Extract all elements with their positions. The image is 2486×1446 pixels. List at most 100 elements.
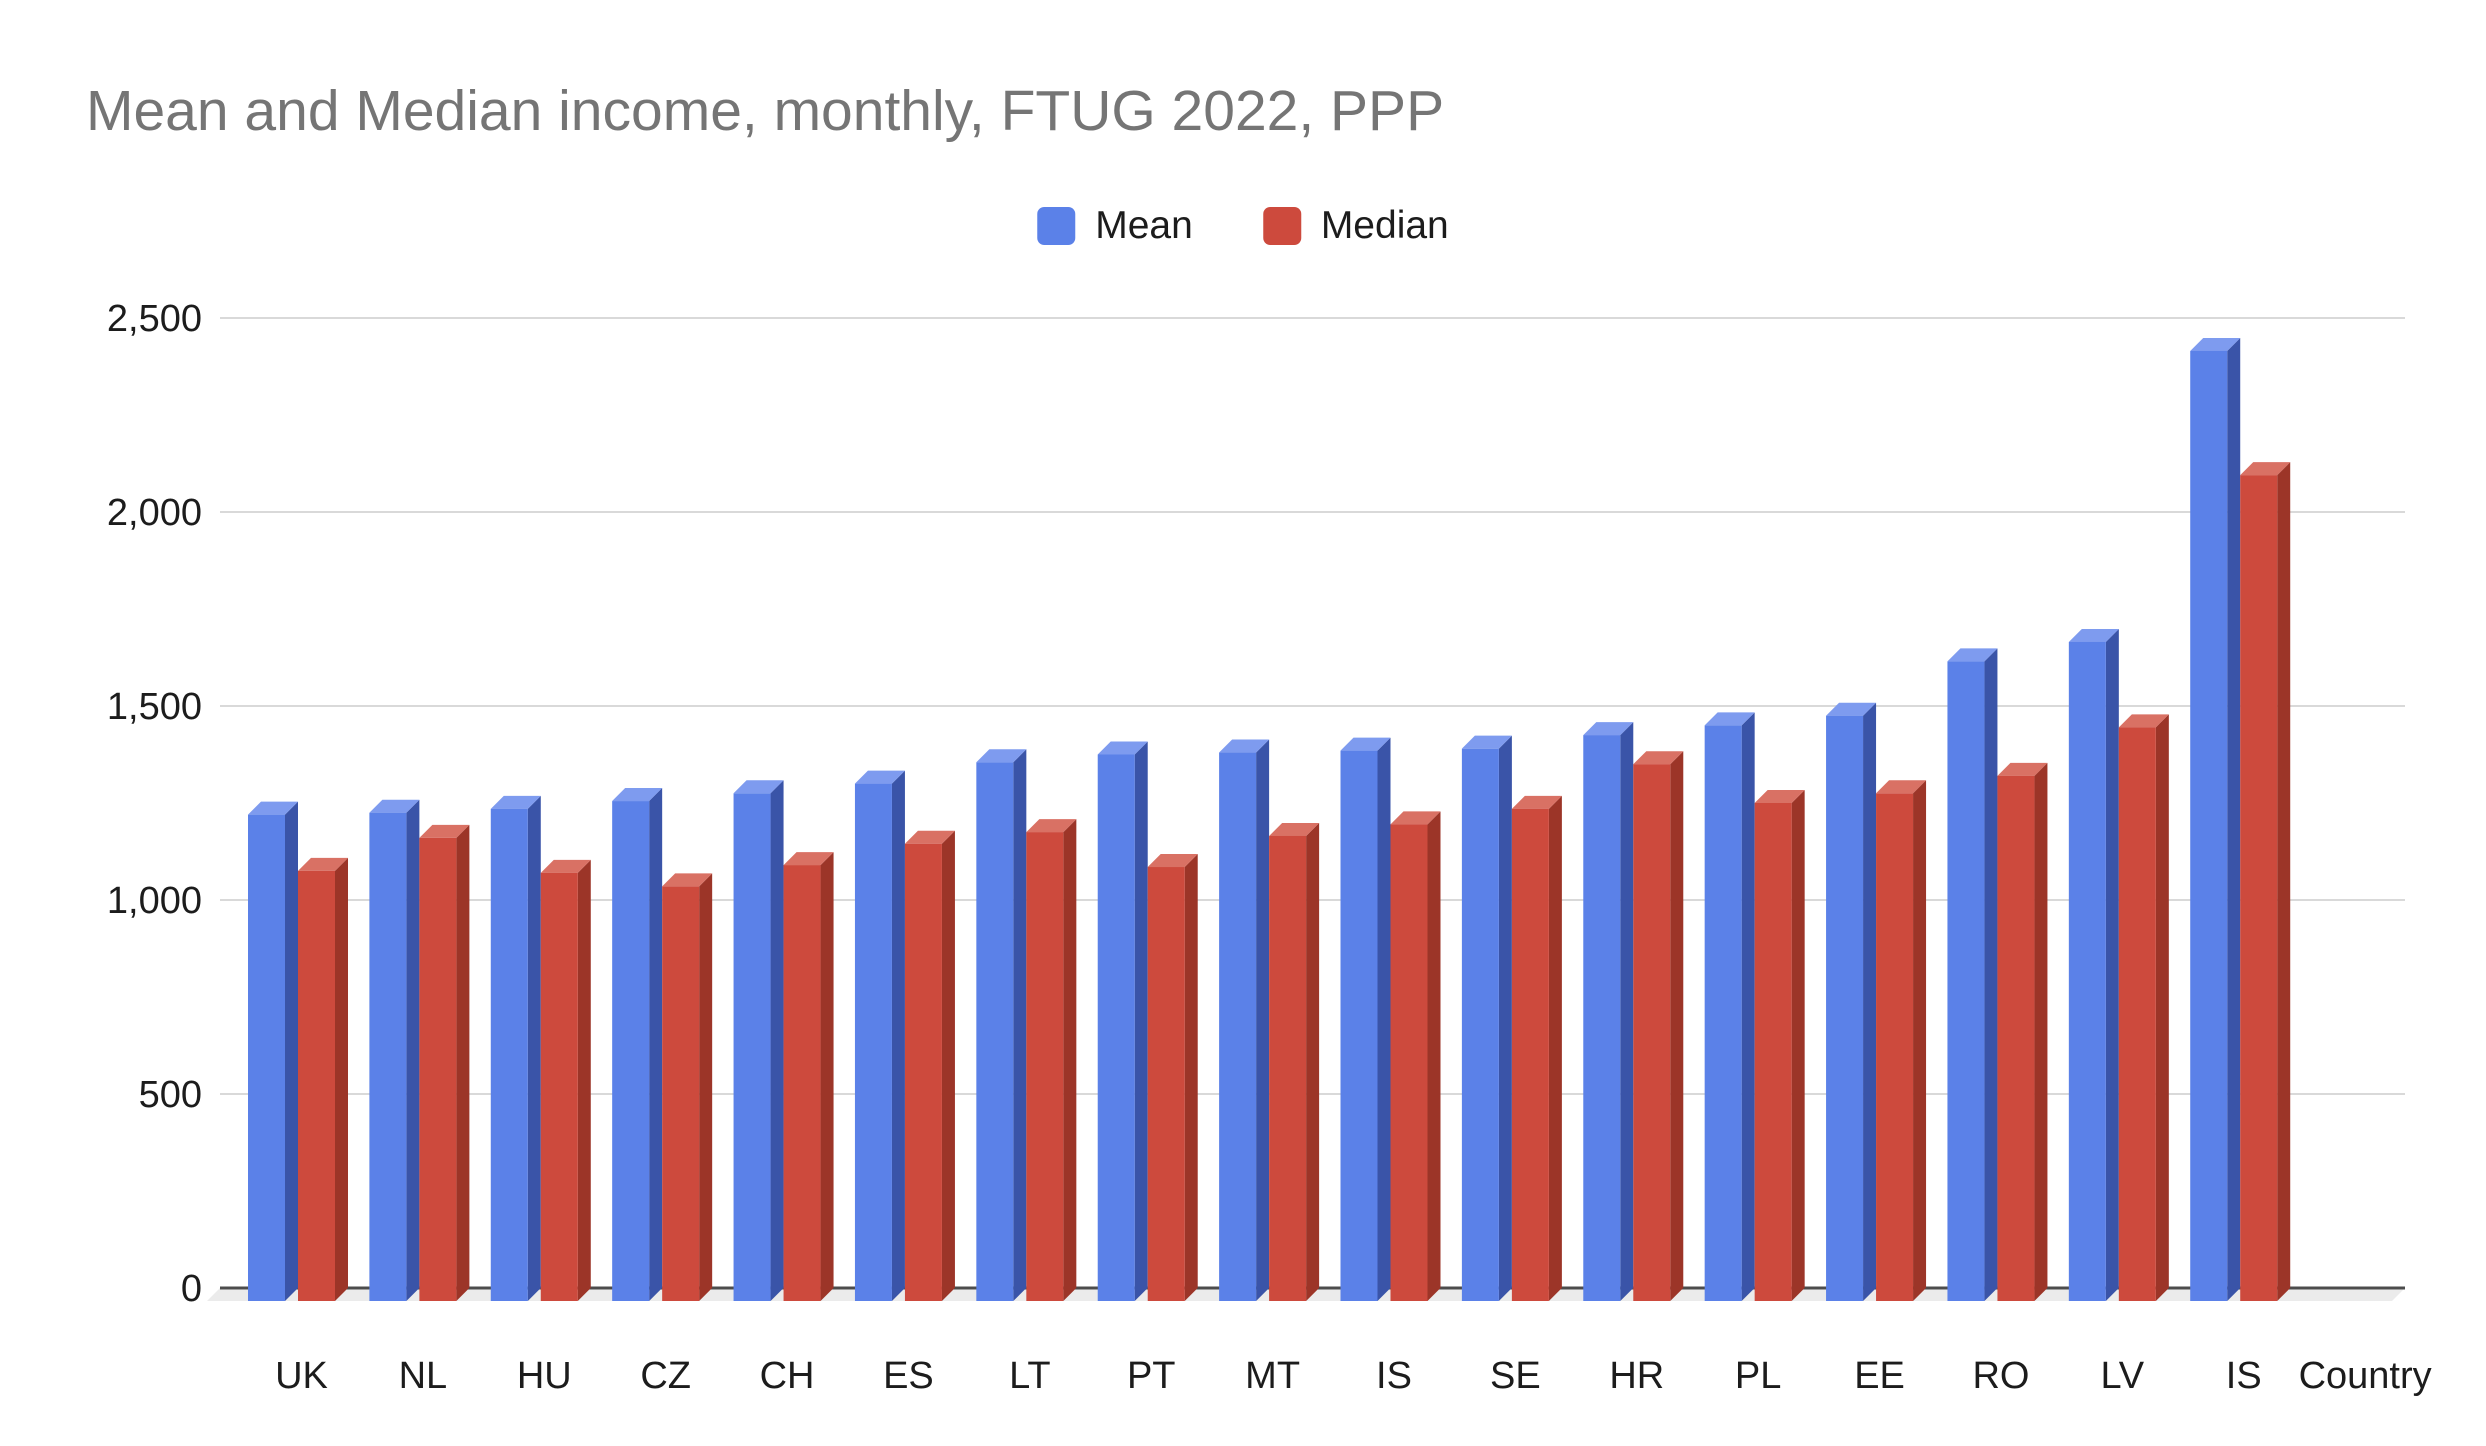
bar-mean-HU-2-top bbox=[490, 795, 541, 809]
bar-median-PL-12-top bbox=[1754, 790, 1805, 803]
bar-median-CH-4-top bbox=[783, 852, 834, 866]
bar-median-IS-16 bbox=[2240, 475, 2278, 1301]
bar-median-UK-0-side bbox=[335, 857, 348, 1301]
bar-mean-ES-5-top bbox=[854, 770, 905, 784]
bar-median-SE-10-side bbox=[1548, 795, 1562, 1301]
legend-swatch-median-icon bbox=[1262, 207, 1301, 245]
bar-mean-RO-14 bbox=[1947, 661, 1985, 1301]
bar-median-CZ-3-side bbox=[699, 873, 713, 1301]
bar-median-HR-11-top bbox=[1633, 751, 1684, 765]
bar-mean-UK-0-side bbox=[285, 801, 298, 1301]
bar-median-LV-15-top bbox=[2118, 714, 2169, 728]
bar-mean-MT-8-side bbox=[1256, 739, 1270, 1301]
bar-mean-CH-4-side bbox=[770, 780, 784, 1301]
x-axis-label: EE bbox=[1854, 1355, 1905, 1397]
bar-median-HU-2-side bbox=[577, 859, 591, 1301]
bar-median-PL-12-side bbox=[1791, 790, 1805, 1301]
x-axis-label: RO bbox=[1972, 1355, 2029, 1397]
x-axis-label: ES bbox=[883, 1355, 934, 1397]
bar-median-PT-7 bbox=[1147, 867, 1185, 1301]
bar-median-CZ-3 bbox=[662, 886, 700, 1301]
y-axis-label: 1,500 bbox=[107, 686, 202, 728]
bar-mean-MT-8 bbox=[1219, 752, 1257, 1301]
y-axis-label: 500 bbox=[139, 1074, 202, 1116]
bar-mean-IS-16-top bbox=[2190, 337, 2241, 351]
bar-median-ES-5-side bbox=[941, 830, 955, 1301]
bar-median-RO-14-top bbox=[1997, 762, 2048, 776]
bar-median-LV-15-side bbox=[2155, 714, 2169, 1301]
legend-item-median: Median bbox=[1262, 204, 1449, 248]
bar-median-MT-8-top bbox=[1269, 822, 1320, 836]
bar-mean-LV-15-top bbox=[2068, 628, 2119, 642]
bar-mean-NL-1 bbox=[369, 812, 407, 1301]
x-axis-label: NL bbox=[399, 1355, 448, 1397]
bar-median-LT-6-top bbox=[1026, 819, 1077, 833]
bar-median-PT-7-side bbox=[1184, 854, 1198, 1301]
x-axis-label: LT bbox=[1009, 1355, 1051, 1397]
bar-mean-MT-8-top bbox=[1219, 739, 1270, 753]
bar-mean-PL-12-side bbox=[1741, 712, 1755, 1301]
y-axis-label: 1,000 bbox=[107, 880, 202, 922]
bar-mean-LT-6 bbox=[976, 762, 1014, 1301]
legend-label-median: Median bbox=[1320, 204, 1449, 247]
bar-mean-IS-9-top bbox=[1340, 737, 1391, 751]
bar-mean-SE-10-top bbox=[1461, 735, 1512, 749]
x-axis-label: PL bbox=[1735, 1355, 1781, 1397]
bar-median-RO-14 bbox=[1997, 775, 2035, 1301]
x-axis-label: Country bbox=[2299, 1355, 2432, 1397]
bar-mean-LT-6-top bbox=[976, 749, 1027, 763]
bar-mean-LV-15 bbox=[2068, 641, 2106, 1301]
bar-median-IS-9-top bbox=[1390, 811, 1441, 825]
bar-mean-EE-13 bbox=[1826, 715, 1864, 1301]
bar-median-NL-1-side bbox=[456, 824, 470, 1301]
legend-swatch-mean-icon bbox=[1037, 207, 1076, 245]
bar-median-EE-13-top bbox=[1876, 780, 1927, 794]
bar-median-MT-8-side bbox=[1306, 822, 1320, 1301]
bar-mean-IS-16-side bbox=[2227, 337, 2241, 1302]
bar-median-IS-16-side bbox=[2277, 462, 2291, 1301]
bar-median-MT-8 bbox=[1269, 835, 1307, 1301]
bar-median-NL-1-top bbox=[419, 824, 470, 838]
bar-median-HR-11 bbox=[1633, 764, 1671, 1301]
bar-mean-SE-10-side bbox=[1498, 735, 1512, 1301]
bar-median-IS-9-side bbox=[1427, 811, 1441, 1301]
bar-median-LV-15 bbox=[2118, 727, 2156, 1301]
x-axis-label: CZ bbox=[640, 1355, 691, 1397]
bar-mean-IS-16 bbox=[2190, 350, 2228, 1302]
bar-mean-PL-12-top bbox=[1704, 712, 1755, 726]
x-axis-label: HU bbox=[517, 1355, 572, 1397]
bar-mean-LV-15-side bbox=[2105, 628, 2119, 1301]
x-axis-label: IS bbox=[1376, 1355, 1412, 1397]
bar-median-PT-7-top bbox=[1147, 854, 1198, 868]
bar-mean-CZ-3-top bbox=[612, 788, 663, 802]
bar-mean-UK-0-top bbox=[248, 801, 298, 815]
bar-mean-HR-11-side bbox=[1620, 722, 1634, 1301]
bar-median-UK-0 bbox=[298, 870, 335, 1301]
bar-mean-LT-6-side bbox=[1013, 749, 1027, 1301]
bar-median-RO-14-side bbox=[2034, 762, 2048, 1301]
bar-mean-HR-11 bbox=[1583, 735, 1621, 1301]
bar-median-IS-16-top bbox=[2240, 462, 2291, 476]
bar-median-EE-13 bbox=[1876, 793, 1914, 1301]
bar-median-SE-10 bbox=[1511, 808, 1549, 1301]
y-axis-label: 0 bbox=[181, 1268, 202, 1310]
legend-label-mean: Mean bbox=[1095, 204, 1193, 247]
bar-mean-CH-4 bbox=[733, 793, 771, 1301]
bar-median-UK-0-top bbox=[298, 857, 348, 871]
bar-median-HU-2 bbox=[540, 872, 578, 1301]
bar-median-HR-11-side bbox=[1670, 751, 1684, 1301]
x-axis-label: SE bbox=[1490, 1355, 1541, 1397]
bar-median-CH-4 bbox=[783, 865, 821, 1301]
bar-median-EE-13-side bbox=[1913, 780, 1927, 1301]
x-axis-label: HR bbox=[1609, 1355, 1664, 1397]
bar-median-NL-1 bbox=[419, 837, 457, 1301]
bar-mean-PT-7-side bbox=[1134, 741, 1148, 1301]
bar-median-LT-6-side bbox=[1063, 819, 1077, 1301]
legend-item-mean: Mean bbox=[1037, 204, 1193, 248]
bar-mean-SE-10 bbox=[1461, 748, 1499, 1301]
bar-median-CH-4-side bbox=[820, 852, 834, 1301]
bar-mean-UK-0 bbox=[248, 814, 285, 1301]
x-axis-label: LV bbox=[2100, 1355, 2144, 1397]
